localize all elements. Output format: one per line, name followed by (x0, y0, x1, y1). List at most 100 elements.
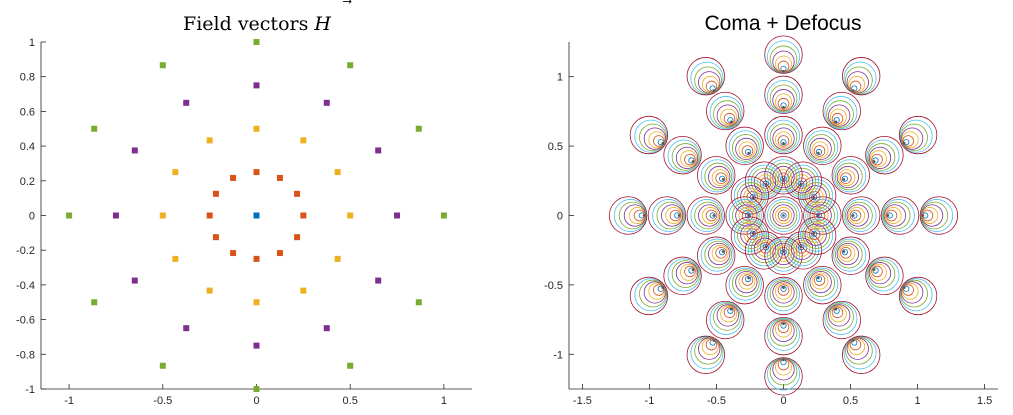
pupil-circle (872, 267, 879, 274)
pupil-circle (811, 272, 829, 290)
pupil-circle (786, 164, 820, 198)
pupil-circle (866, 139, 900, 173)
pupil-circle (684, 265, 696, 278)
y-tick-label: 0.5 (548, 141, 563, 153)
y-tick-label: 0 (29, 211, 35, 223)
pupil-circle (870, 263, 887, 281)
spot-diagram (880, 196, 920, 235)
pupil-circle (793, 174, 811, 192)
pupil-circle (772, 165, 795, 189)
field-point-marker (347, 212, 354, 219)
pupil-circle (824, 301, 858, 335)
spot-diagram (725, 126, 764, 166)
pupil-circle (652, 199, 686, 232)
pupil-circle (865, 256, 904, 295)
pupil-circle (920, 201, 949, 230)
pupil-circle (764, 35, 803, 74)
pupil-circle (762, 180, 769, 187)
pupil-circle (719, 175, 726, 182)
pupil-circle (775, 55, 792, 73)
x-tick-label: 0.5 (343, 395, 358, 407)
pupil-circle (783, 161, 823, 200)
field-point-marker (253, 386, 260, 392)
pupil-circle (720, 305, 738, 323)
pupil-circle (870, 150, 887, 168)
pupil-circle (813, 209, 826, 222)
chief-ray-dot (782, 358, 785, 362)
pupil-circle (802, 221, 830, 249)
field-point-marker (91, 299, 98, 306)
pupil-circle (902, 135, 914, 147)
pupil-circle (764, 276, 803, 316)
y-tick-label: -0.8 (16, 349, 35, 361)
pupil-circle (772, 127, 795, 150)
pupil-circle (767, 238, 800, 272)
pupil-circle (730, 176, 770, 215)
x-tick-label: 1.5 (977, 395, 992, 407)
pupil-circle (849, 338, 862, 351)
pupil-circle (903, 285, 910, 292)
pupil-circle (920, 199, 954, 232)
coma-defocus-axes: -1.5 -1 -0.5 0 0.5 1 1.5 1 0.5 0 -0.5 -1 (544, 42, 998, 407)
pupil-circle (731, 134, 760, 162)
spot-diagram (842, 335, 881, 374)
pupil-circle (769, 123, 798, 152)
field-point-marker (172, 169, 179, 176)
chief-ray-dot (782, 322, 785, 326)
pupil-circle (727, 117, 734, 124)
pupil-circle (750, 167, 779, 196)
pupil-circle (835, 162, 863, 191)
pupil-circle (829, 108, 847, 126)
pupil-circle (700, 238, 734, 272)
pupil-circle (885, 209, 898, 222)
y-tick-label: 0.6 (20, 106, 35, 118)
pupil-circle (836, 242, 859, 266)
chief-ray-dot (782, 105, 785, 109)
pupil-circle (764, 156, 803, 195)
field-point-marker (253, 255, 260, 262)
pupil-circle (841, 249, 848, 256)
pupil-circle (767, 159, 800, 193)
pupil-circle (809, 204, 832, 227)
pupil-circle (901, 281, 924, 304)
pupil-circle (831, 112, 844, 125)
pupil-circle (899, 119, 933, 153)
pupil-circle (634, 278, 668, 312)
pupil-circle (764, 196, 803, 235)
pupil-circle (826, 100, 854, 128)
pupil-circle (822, 300, 861, 340)
chief-ray-dot (721, 250, 725, 253)
pupil-circle (688, 157, 695, 164)
pupil-circle (733, 218, 767, 252)
pupil-circle (775, 93, 792, 111)
pupil-circle (775, 131, 792, 149)
pupil-circle (769, 84, 798, 113)
spot-diagram (898, 276, 938, 316)
pupil-circle (669, 209, 682, 222)
pupil-circle (643, 127, 666, 150)
pupil-circle (815, 275, 823, 283)
pupil-circle (706, 91, 745, 131)
field-point-marker (206, 137, 213, 144)
pupil-circle (629, 115, 669, 155)
pupil-circle (643, 281, 666, 304)
pupil-circle (899, 278, 933, 312)
pupil-circle (663, 136, 702, 175)
pupil-circle (759, 242, 772, 254)
field-point-marker (415, 299, 422, 306)
pupil-circle (708, 165, 731, 189)
field-point-marker (131, 277, 138, 284)
y-tick-label: -0.6 (16, 315, 35, 327)
pupil-circle (769, 201, 798, 230)
pupil-circle (871, 153, 883, 166)
pupil-circle (764, 316, 803, 356)
pupil-circle (822, 91, 861, 131)
pupil-circle (811, 230, 818, 237)
field-point-marker (206, 287, 213, 294)
pupil-circle (709, 301, 743, 335)
pupil-circle (753, 171, 777, 194)
pupil-circle (665, 207, 683, 224)
pupil-circle (708, 242, 731, 266)
spot-diagram (797, 176, 837, 215)
pupil-circle (735, 204, 758, 227)
